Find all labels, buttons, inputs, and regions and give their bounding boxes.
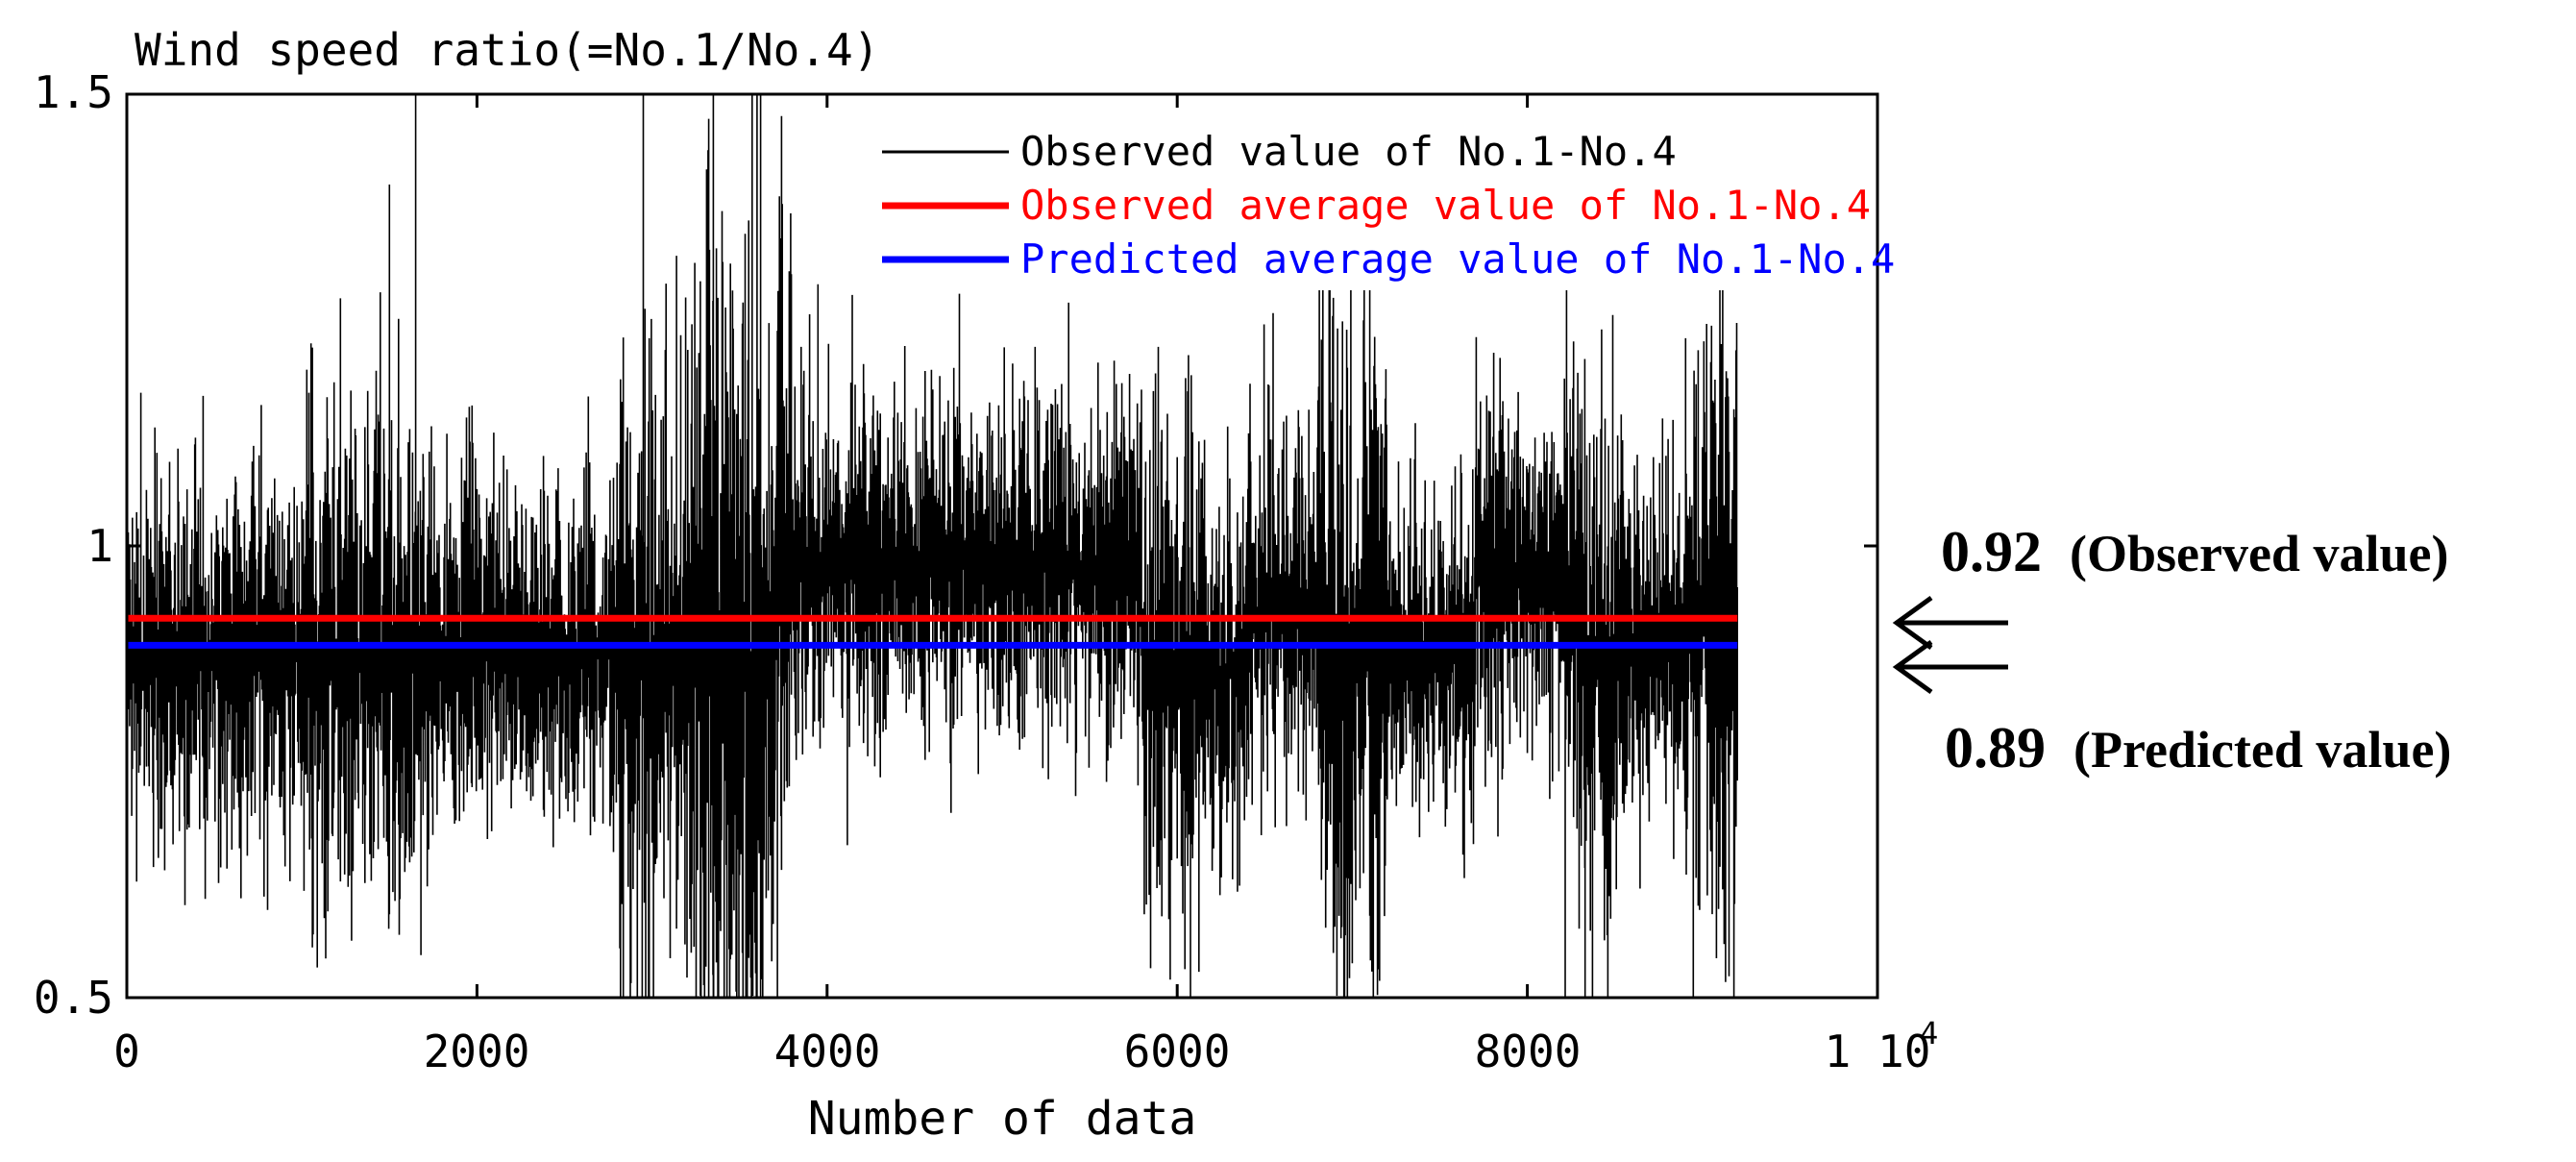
y-tick-label-1: 1 <box>86 520 113 572</box>
x-tick-label-0: 0 <box>113 1026 140 1077</box>
arrow-left-icon <box>1892 595 2008 651</box>
x-tick-label-2000: 2000 <box>424 1026 530 1077</box>
x-tick-label-10000: 1 10 <box>1825 1026 1931 1077</box>
x-tick-label-6000: 6000 <box>1124 1026 1231 1077</box>
chart-title: Wind speed ratio(=No.1/No.4) <box>135 24 879 76</box>
annotation-predicted-number: 0.89 <box>1945 716 2046 779</box>
legend-label-observed: Observed value of No.1-No.4 <box>1020 128 1677 175</box>
legend: Observed value of No.1-No.4 Observed ave… <box>874 119 1895 290</box>
legend-label-observed-average: Observed average value of No.1-No.4 <box>1020 182 1871 229</box>
arrow-left-icon <box>1892 639 2008 695</box>
annotation-observed-value: 0.92 (Observed value) <box>1941 520 2448 583</box>
annotation-observed-text: (Observed value) <box>2070 525 2448 582</box>
annotation-predicted-value: 0.89 (Predicted value) <box>1945 716 2451 779</box>
x-tick-label-4000: 4000 <box>774 1026 881 1077</box>
y-tick-label-0.5: 0.5 <box>34 972 113 1024</box>
legend-label-predicted-average: Predicted average value of No.1-No.4 <box>1020 235 1895 283</box>
y-tick-label-1.5: 1.5 <box>34 66 113 118</box>
x-tick-exponent: 4 <box>1920 1015 1938 1051</box>
annotation-observed-number: 0.92 <box>1941 520 2042 583</box>
annotation-predicted-text: (Predicted value) <box>2073 721 2451 779</box>
x-axis-label: Number of data <box>808 1092 1197 1146</box>
tick-marks <box>125 92 1879 1000</box>
x-tick-label-8000: 8000 <box>1475 1026 1582 1077</box>
